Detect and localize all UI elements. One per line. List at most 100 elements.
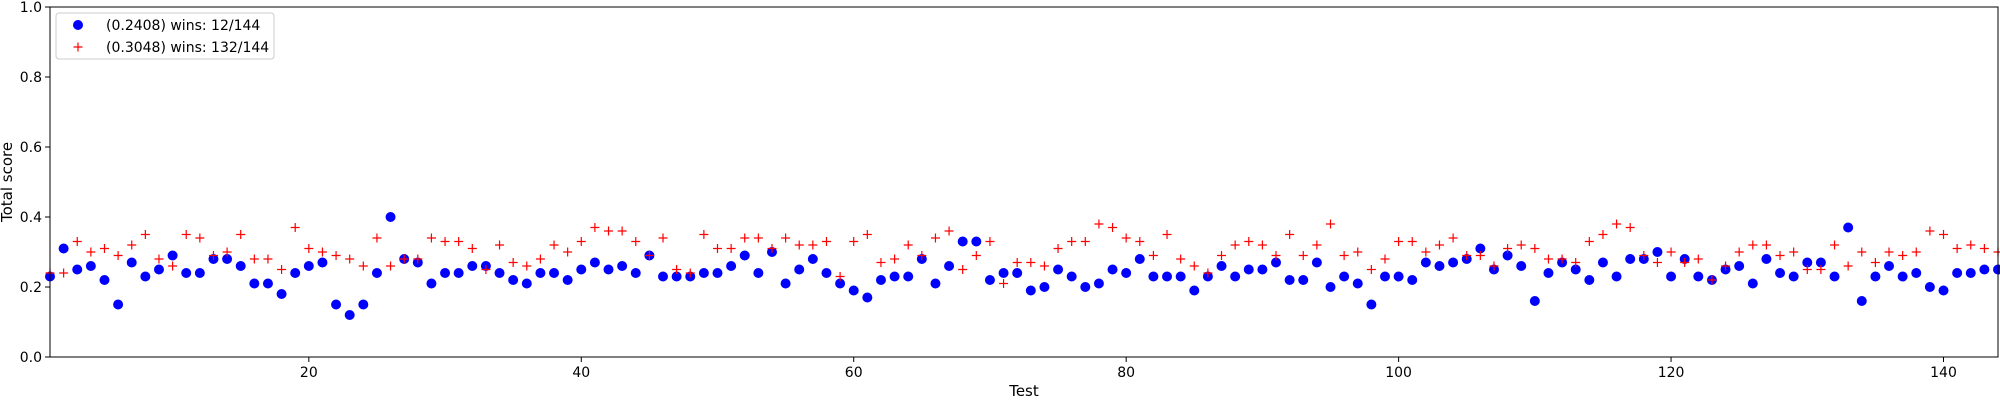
series-2-point	[1462, 251, 1472, 260]
series-2-point	[426, 233, 436, 243]
series-2-point	[1394, 237, 1404, 246]
legend-entry-series-2: (0.3048) wins: 132/144	[106, 40, 269, 56]
series-2-point	[345, 254, 355, 264]
series-2-point	[535, 254, 545, 264]
series-2-point	[1530, 244, 1540, 253]
series-2-point	[1326, 219, 1335, 229]
series-2-point	[249, 254, 259, 264]
y-axis-ticks: 0.0 0.2 0.4 0.6 0.8 1.0	[20, 0, 50, 366]
series-2-point	[1407, 237, 1417, 246]
series-2-point	[1543, 254, 1553, 264]
series-2-point	[862, 230, 872, 239]
series-2-point	[890, 254, 900, 264]
series-1-point	[998, 268, 1009, 278]
series-1-point	[944, 261, 955, 271]
series-2-point	[1094, 219, 1104, 229]
series-2-point	[1598, 230, 1608, 239]
series-2-point	[1475, 251, 1485, 260]
series-1-point	[126, 257, 137, 268]
series-1-point	[889, 271, 900, 282]
series-1-point	[426, 278, 437, 289]
series-2-point	[413, 254, 423, 264]
series-1-point	[249, 278, 260, 289]
series-1-point	[1162, 271, 1173, 282]
series-1-point	[1243, 264, 1254, 275]
series-2-point	[1761, 240, 1771, 250]
series-1-point	[835, 278, 846, 289]
series-1-point	[562, 275, 573, 285]
series-2-point	[1148, 251, 1158, 260]
series-2-point	[263, 254, 273, 264]
series-2-point	[1802, 265, 1812, 274]
series-1-point	[1584, 275, 1595, 285]
series-1-point	[1339, 271, 1350, 282]
series-2-point	[1203, 268, 1213, 278]
series-2-point	[958, 265, 968, 274]
series-2-point	[195, 233, 205, 243]
series-2-point	[1176, 254, 1186, 264]
x-axis-label: Test	[1008, 382, 1039, 400]
series-2-point	[1857, 247, 1867, 257]
series-1-point	[1516, 261, 1527, 271]
series-1-point	[290, 268, 301, 278]
series-1-point	[807, 254, 818, 264]
series-2-point	[1966, 240, 1976, 250]
series-2-point	[767, 244, 777, 253]
series-1-point	[535, 268, 546, 278]
series-2-point	[1285, 230, 1295, 239]
series-2-point	[1339, 251, 1349, 260]
series-1-point	[1829, 271, 1840, 282]
series-2-point	[522, 261, 532, 271]
series-2-point	[304, 244, 314, 253]
series-1-point	[1529, 296, 1540, 306]
series-1-point	[617, 261, 628, 271]
series-2-point	[549, 240, 559, 250]
series-1-point	[153, 264, 164, 275]
series-2-point	[1925, 226, 1935, 236]
series-2-point	[1884, 247, 1894, 257]
series-1-point	[1352, 278, 1363, 289]
series-1-point	[1271, 257, 1282, 268]
series-2-point	[1721, 261, 1731, 271]
series-1-point	[1012, 268, 1023, 278]
series-1-point	[467, 261, 478, 271]
series-2-point	[1162, 230, 1172, 239]
series-1-point	[303, 261, 314, 271]
series-1-point	[1311, 257, 1322, 268]
series-1-point	[1625, 254, 1636, 264]
series-1-point	[58, 243, 69, 254]
series-1-point	[113, 299, 124, 310]
series-1-point	[903, 271, 914, 282]
y-tick-label: 0.2	[20, 280, 42, 296]
series-1-point	[971, 236, 982, 247]
series-1-point	[671, 271, 682, 282]
series-1-point	[1775, 268, 1786, 278]
series-2-point	[1217, 251, 1227, 260]
series-2-point	[999, 279, 1009, 288]
legend-box	[55, 12, 275, 60]
series-2-point	[1448, 233, 1458, 243]
series-1-point	[1230, 271, 1241, 282]
series-2-point	[1870, 258, 1880, 267]
series-1-point	[712, 268, 723, 278]
series-1-point	[317, 257, 328, 268]
series-1-point	[453, 268, 464, 278]
series-1-point	[1843, 222, 1854, 233]
plot-frame	[49, 6, 1999, 358]
series-2-point	[1230, 240, 1240, 250]
y-tick-label: 0.4	[20, 210, 42, 226]
series-2-point	[1612, 219, 1622, 229]
series-2-point	[740, 233, 750, 243]
series-2-point	[726, 244, 736, 253]
series-1-point	[821, 268, 832, 278]
series-1-point	[508, 275, 519, 285]
series-2-point	[181, 230, 191, 239]
series-1-point	[1597, 257, 1608, 268]
series-2-point	[849, 237, 859, 246]
y-tick-label: 0.0	[20, 350, 42, 366]
series-2-point	[604, 226, 614, 236]
series-2-point	[508, 258, 518, 267]
series-1-point	[794, 264, 805, 275]
series-1-point	[1216, 261, 1227, 271]
series-1-point	[1475, 243, 1486, 254]
